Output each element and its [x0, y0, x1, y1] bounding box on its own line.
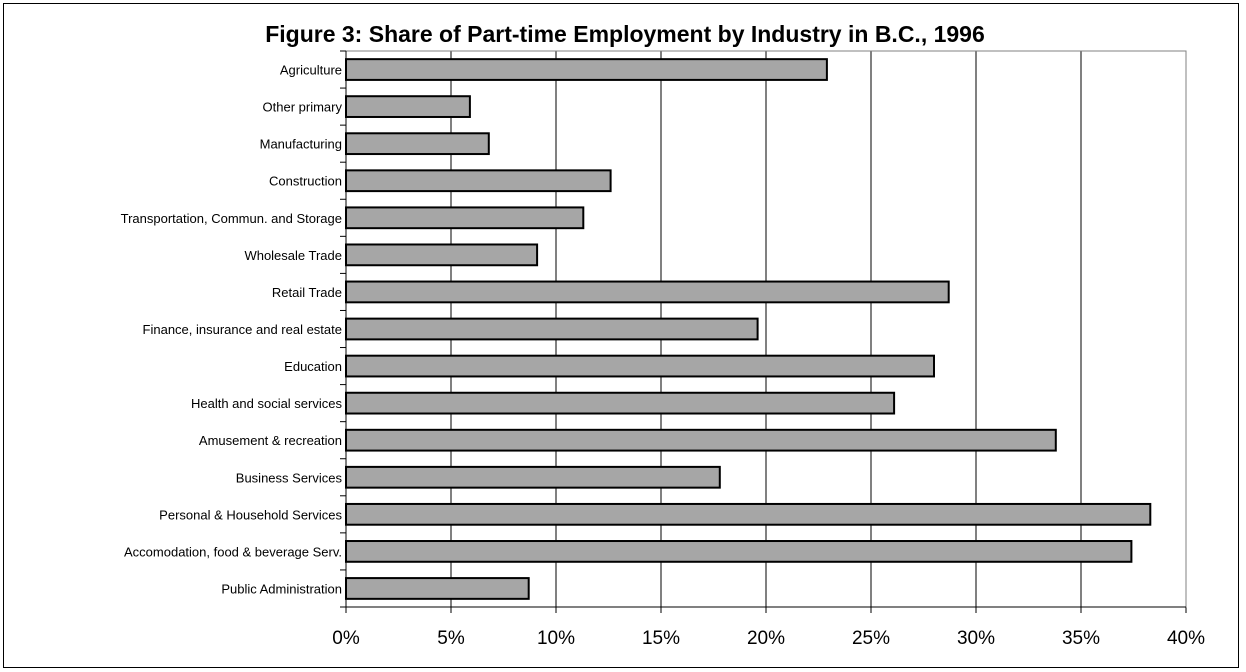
category-label: Accomodation, food & beverage Serv. [124, 544, 342, 559]
category-label: Retail Trade [272, 285, 342, 300]
category-label: Health and social services [191, 396, 343, 411]
category-label: Personal & Household Services [159, 507, 342, 522]
x-tick-label: 40% [1167, 628, 1205, 649]
x-tick-label: 20% [747, 628, 785, 649]
x-tick-label: 30% [957, 628, 995, 649]
bar [345, 391, 896, 415]
axes [340, 50, 1187, 613]
bar [345, 540, 1133, 563]
bar [345, 243, 539, 267]
category-label: Other primary [263, 100, 343, 115]
category-label: Public Administration [221, 581, 342, 596]
bar [345, 132, 490, 156]
bar [345, 465, 721, 489]
bar [345, 169, 612, 193]
category-label: Manufacturing [260, 137, 342, 152]
bar-chart: Figure 3: Share of Part-time Employment … [121, 21, 1205, 649]
bar [345, 428, 1057, 452]
category-label: Education [284, 359, 342, 374]
bars [345, 58, 1152, 600]
category-label: Amusement & recreation [199, 433, 342, 448]
x-tick-label: 10% [537, 628, 575, 649]
chart-title: Figure 3: Share of Part-time Employment … [265, 21, 985, 47]
category-labels: Agriculture Other primary Manufacturing Con… [121, 63, 343, 597]
bar [345, 280, 950, 304]
x-tick-label: 0% [332, 628, 360, 649]
category-label: Agriculture [280, 63, 342, 78]
bar [345, 317, 759, 341]
bar [345, 95, 471, 118]
category-label: Wholesale Trade [244, 248, 342, 263]
category-label: Transportation, Commun. and Storage [121, 211, 342, 226]
x-tick-label: 5% [437, 628, 465, 649]
category-label: Construction [269, 174, 342, 189]
x-tick-label: 35% [1062, 628, 1100, 649]
x-tick-labels: 0% 5% 10% 15% 20% 25% 30% 35% 40% [332, 628, 1205, 649]
x-tick-label: 15% [642, 628, 680, 649]
chart-frame: Figure 3: Share of Part-time Employment … [3, 3, 1239, 668]
bar [345, 577, 530, 600]
bar [345, 354, 935, 378]
x-tick-label: 25% [852, 628, 890, 649]
bar [345, 58, 828, 81]
category-label: Business Services [236, 470, 343, 485]
bar [345, 206, 585, 230]
bar [345, 502, 1152, 526]
category-label: Finance, insurance and real estate [143, 322, 342, 337]
